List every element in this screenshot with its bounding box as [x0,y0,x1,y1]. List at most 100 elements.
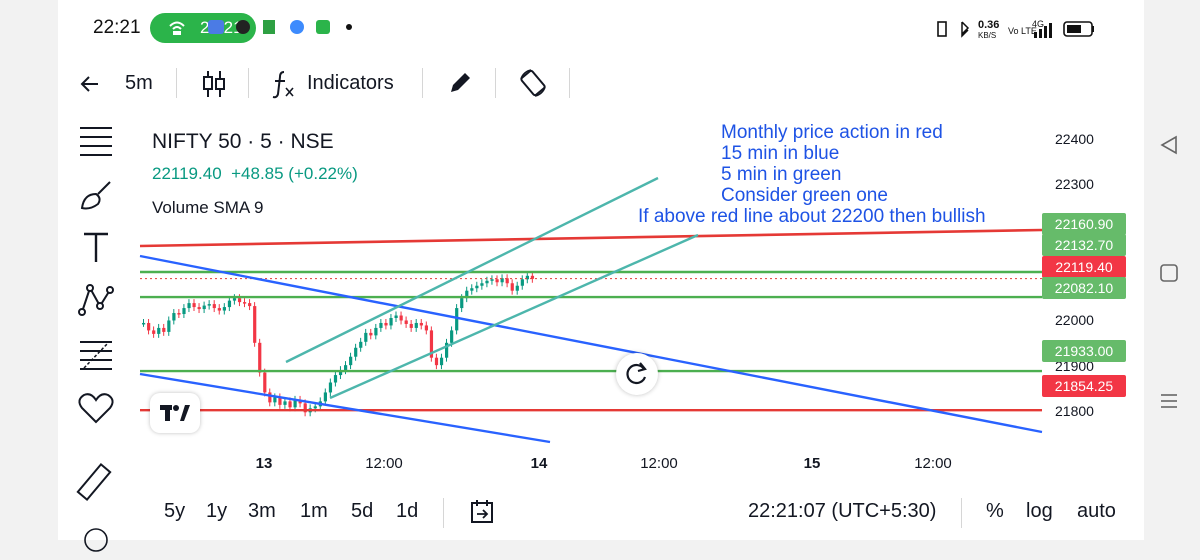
candle-body [359,341,363,348]
tradingview-logo[interactable] [150,393,200,433]
nav-back-icon[interactable] [1158,134,1180,156]
y-tick-label: 22300 [1055,176,1094,192]
candle-body [475,285,479,289]
candle-body [384,322,388,326]
candle-body [374,327,378,336]
fib-tool-icon[interactable] [76,334,116,374]
volume-indicator-label[interactable]: Volume SMA 9 [152,198,264,217]
candle-body [369,332,373,336]
candle-body [177,313,181,315]
range-5d[interactable]: 5d [351,500,374,522]
price-tag: 21933.00 [1042,340,1126,362]
clock-timezone[interactable]: 22:21:07 (UTC+5:30) [748,500,937,522]
system-nav-bar [1144,0,1200,540]
candle-body [222,307,226,311]
candle-body [480,283,484,286]
candle-body [227,300,232,308]
menu-lines-icon[interactable] [76,122,116,162]
candles-icon[interactable] [202,69,226,99]
net-speed: 0.36 [978,19,999,31]
heart-icon[interactable] [76,388,116,428]
candle-body [197,307,201,310]
candle-body [515,285,519,291]
candle-body [328,382,333,393]
candle-body [389,318,393,326]
x-tick-label: 13 [256,455,273,472]
candle-body [429,330,434,358]
reset-icon [626,362,647,385]
price-change: 22119.40 +48.85 (+0.22%) [152,164,358,184]
price-tag: 21854.25 [1042,375,1126,397]
ruler-icon[interactable] [76,462,116,502]
vibrate-icon [937,21,947,37]
candle-body [424,325,428,331]
candle-body [520,279,524,286]
range-3m[interactable]: 3m [248,500,276,522]
nav-home-icon[interactable] [1158,262,1180,284]
candle-body [530,275,535,279]
candle-body [273,397,277,403]
goto-date-icon[interactable] [468,498,496,526]
toolbar-divider [176,68,177,98]
percent-toggle[interactable]: % [986,500,1004,522]
pattern-tool-icon[interactable] [76,280,116,320]
candle-body [445,342,449,358]
candle-body [313,406,317,409]
reset-chart-button[interactable] [616,353,658,395]
indicators-button[interactable]: Indicators [307,72,394,94]
candle-body [439,357,444,366]
symbol-title[interactable]: NIFTY 50 · 5 · NSE [152,130,334,153]
candle-body [344,365,348,371]
candle-body [510,283,514,291]
bottom-range-bar: 5y 1y 3m 1m 5d 1d 22:21:07 (UTC+5:30) % … [58,490,1144,534]
top-toolbar: 5m Indicators [58,56,1144,112]
blue-trendline-lower [139,372,551,444]
price-chart[interactable]: 13 12:00 14 12:00 15 12:00 [0,0,1144,490]
candle-body [495,279,499,283]
candle-body [293,399,297,408]
range-1y[interactable]: 1y [206,500,228,522]
fx-icon[interactable] [270,68,296,100]
toolbar-divider [248,68,249,98]
candle-body [157,327,161,334]
candle-body [283,401,287,405]
drawing-tools-panel [58,112,138,552]
x-tick-label: 12:00 [914,455,952,472]
bottom-divider [961,498,962,528]
net-unit: KB/S [978,31,996,40]
interval-button[interactable]: 5m [125,72,153,94]
candle-body [450,330,454,343]
bluetooth-icon [961,21,970,38]
candle-body [212,304,216,309]
green-channel-upper [285,176,659,364]
candle-body [232,298,237,301]
status-icons: 0.36 KB/S Vo LTE 4G [937,19,1094,40]
candle-body [323,392,327,402]
brush-icon[interactable] [76,176,116,216]
green-channel-lower [329,233,699,400]
x-tick-label: 14 [531,455,548,472]
nav-recents-icon[interactable] [1158,390,1180,412]
range-5y[interactable]: 5y [164,500,186,522]
text-tool-icon[interactable] [76,228,116,268]
back-arrow-icon[interactable] [78,72,102,96]
range-1m[interactable]: 1m [300,500,328,522]
range-1d[interactable]: 1d [396,500,419,522]
pencil-icon[interactable] [447,70,473,96]
annotation-line-1: Monthly price action in red [721,122,943,143]
candle-body [465,290,469,299]
price-tag-current: 22119.40 [1042,256,1126,278]
candle-body [333,375,338,383]
android-icon [208,20,224,34]
rotate-icon[interactable] [517,67,549,99]
annotation-line-2: 15 min in blue [721,143,840,164]
candle-body [207,304,211,306]
log-toggle[interactable]: log [1026,500,1053,522]
x-tick-label: 12:00 [365,455,403,472]
trendlines-group [139,176,1043,444]
toolbar-divider [422,68,423,98]
candle-body [243,302,247,304]
candle-body [500,278,504,283]
candle-body [142,322,146,325]
auto-toggle[interactable]: auto [1077,500,1116,522]
